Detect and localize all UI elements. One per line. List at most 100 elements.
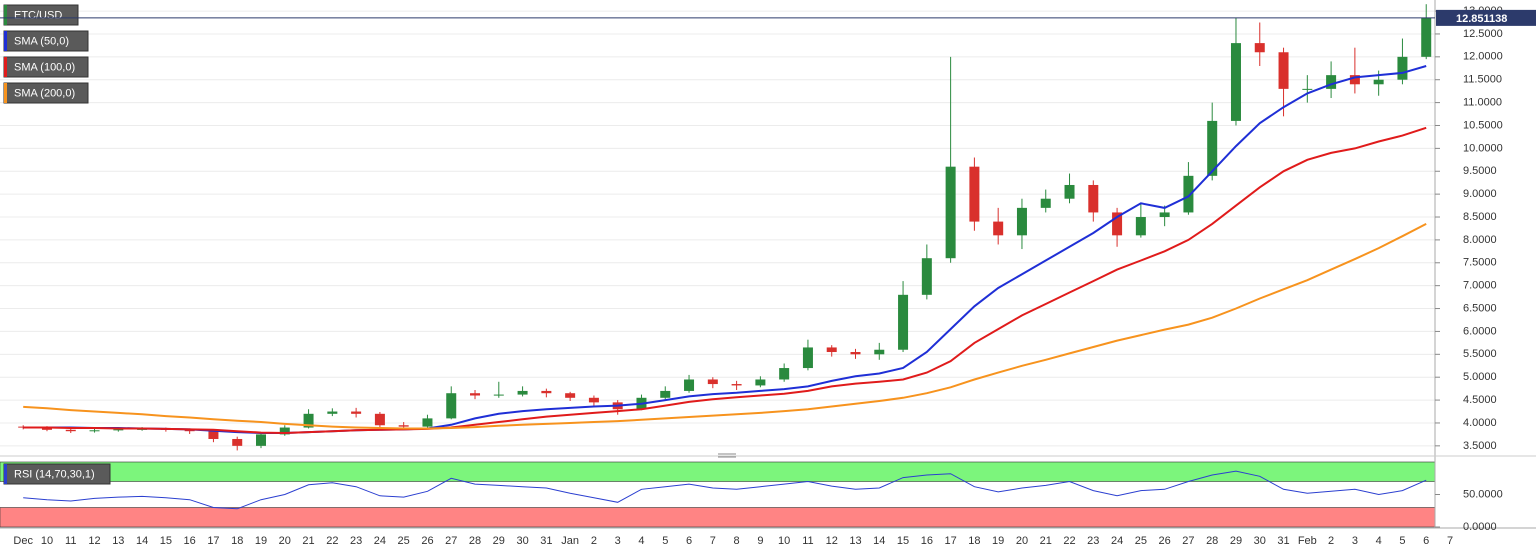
candle-body: [256, 434, 266, 446]
candle-body: [1373, 79, 1384, 85]
candle-body: [41, 427, 52, 430]
x-tick-label: 29: [1230, 535, 1242, 547]
candle-body: [208, 431, 219, 439]
rsi-tick-label: 50.0000: [1463, 488, 1503, 500]
legend: ETC/USD SMA (50,0) SMA (100,0) SMA (200,0) R…: [3, 4, 111, 485]
candle-body: [327, 411, 338, 414]
candle-body: [1397, 56, 1408, 80]
candle-body: [303, 413, 314, 428]
x-tick-label: 5: [1399, 535, 1405, 547]
candle-body: [1254, 43, 1265, 53]
y-tick-label: 4.5000: [1463, 394, 1497, 406]
candle-body: [850, 352, 861, 355]
x-tick-label: 11: [802, 535, 813, 547]
x-tick-label: 22: [1063, 535, 1075, 547]
legend-swatch: [4, 57, 7, 77]
plot-layer: [18, 4, 1432, 510]
x-tick-label: 2: [591, 535, 597, 547]
x-tick-label: 5: [662, 535, 668, 547]
x-tick-label: 14: [136, 535, 148, 547]
x-tick-label: 29: [493, 535, 505, 547]
x-tick-label: 25: [1135, 535, 1147, 547]
x-tick-label: 13: [849, 535, 861, 547]
x-tick-label: 20: [1016, 535, 1028, 547]
candle-body: [1135, 217, 1146, 236]
x-tick-label: 31: [540, 535, 552, 547]
candle-body: [779, 368, 790, 380]
candle-body: [446, 393, 457, 419]
legend-symbol: ETC/USD: [14, 9, 62, 21]
legend-entry: SMA (200,0): [14, 87, 75, 99]
candle-body: [1421, 17, 1432, 57]
candle-body: [1040, 198, 1051, 208]
x-tick-label: 23: [1087, 535, 1099, 547]
rsi-oversold-band: [0, 507, 1436, 528]
candle-body: [398, 425, 409, 427]
x-tick-label: 13: [112, 535, 124, 547]
y-tick-label: 12.5000: [1463, 28, 1503, 40]
candle-body: [731, 384, 742, 386]
rsi-line: [23, 470, 1427, 510]
x-tick-label: 6: [686, 535, 692, 547]
x-tick-label: 22: [326, 535, 338, 547]
y-tick-label: 7.5000: [1463, 257, 1497, 269]
x-tick-label: 17: [944, 535, 956, 547]
x-tick-label: 2: [1328, 535, 1334, 547]
candle-body: [969, 166, 980, 222]
x-tick-label: 12: [826, 535, 838, 547]
y-tick-label: 9.0000: [1463, 188, 1497, 200]
candle-body: [422, 418, 433, 427]
candle-body: [684, 379, 695, 391]
candle-body: [113, 429, 124, 431]
x-tick-label: 26: [1159, 535, 1171, 547]
candle-body: [1112, 212, 1123, 236]
candle-body: [1183, 175, 1194, 213]
candle-body: [279, 427, 290, 435]
x-tick-label: 12: [88, 535, 100, 547]
x-tick-label: 31: [1277, 535, 1289, 547]
candle-body: [660, 390, 671, 398]
x-tick-label: 20: [279, 535, 291, 547]
x-tick-label: 3: [615, 535, 621, 547]
x-tick-label: 15: [897, 535, 909, 547]
x-tick-label: 27: [445, 535, 457, 547]
candle-body: [1302, 88, 1313, 90]
x-tick-label: 30: [1254, 535, 1266, 547]
x-tick-label: 14: [873, 535, 885, 547]
candle-body: [1159, 212, 1170, 218]
x-tick-label: Feb: [1298, 535, 1317, 547]
legend-swatch: [4, 464, 7, 484]
rsi-overbought-band: [0, 461, 1436, 482]
y-tick-label: 9.5000: [1463, 165, 1497, 177]
x-tick-label: 19: [992, 535, 1004, 547]
x-tick-label: 18: [968, 535, 980, 547]
candle-body: [1016, 207, 1027, 236]
candle-body: [1349, 75, 1360, 85]
divider-handle[interactable]: [718, 453, 736, 458]
y-tick-label: 6.5000: [1463, 302, 1497, 314]
y-tick-label: 5.0000: [1463, 371, 1497, 383]
legend-rsi: RSI (14,70,30,1): [14, 468, 95, 480]
candle-body: [826, 347, 837, 353]
x-tick-label: 4: [638, 535, 644, 547]
last-price-label: 12.851138: [1456, 13, 1507, 25]
x-tick-label: 7: [1447, 535, 1453, 547]
y-tick-label: 10.0000: [1463, 142, 1503, 154]
x-tick-label: 19: [255, 535, 267, 547]
candle-body: [707, 379, 718, 385]
candle-body: [898, 294, 909, 350]
x-tick-label: 6: [1423, 535, 1429, 547]
x-tick-label: 24: [1111, 535, 1123, 547]
x-tick-label: 30: [516, 535, 528, 547]
candle-body: [89, 430, 100, 432]
x-tick-label: 11: [65, 535, 76, 547]
candle-body: [374, 413, 385, 426]
candle-body: [755, 379, 766, 386]
candle-body: [541, 390, 552, 394]
candle-body: [802, 347, 813, 369]
sma-line: [23, 126, 1427, 435]
candle-body: [588, 397, 599, 403]
y-tick-label: 6.0000: [1463, 325, 1497, 337]
candle-body: [1207, 120, 1218, 176]
